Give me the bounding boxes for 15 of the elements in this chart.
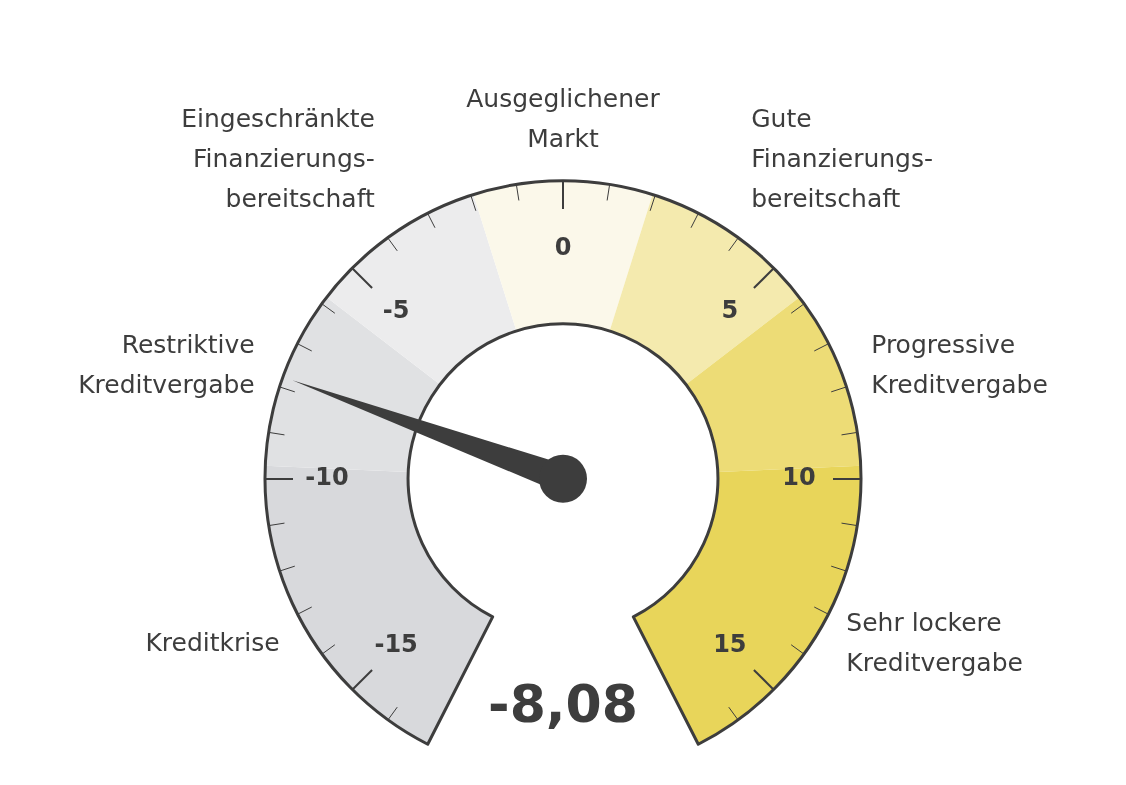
text: 0	[554, 232, 572, 261]
text: 15	[713, 629, 747, 658]
slice-label: Gute Finanzierungs- bereitschaft	[751, 103, 934, 213]
slice-label: Sehr lockere Kreditvergabe	[846, 607, 1023, 677]
slice-label: Progressive Kreditvergabe	[871, 330, 1048, 400]
slice-label: Ausgeglichener Markt	[466, 84, 661, 154]
text: 10	[782, 462, 816, 491]
slice-label: Kreditkrise	[145, 627, 280, 657]
text: -10	[305, 462, 349, 491]
text: -8,08	[488, 673, 638, 734]
slice-label: Restriktive Kreditvergabe	[78, 330, 255, 400]
slice-label: Eingeschränkte Finanzierungs- bereitschaft	[181, 103, 376, 213]
text: -5	[382, 296, 410, 325]
text: 5	[721, 296, 739, 325]
text: -15	[374, 629, 418, 658]
